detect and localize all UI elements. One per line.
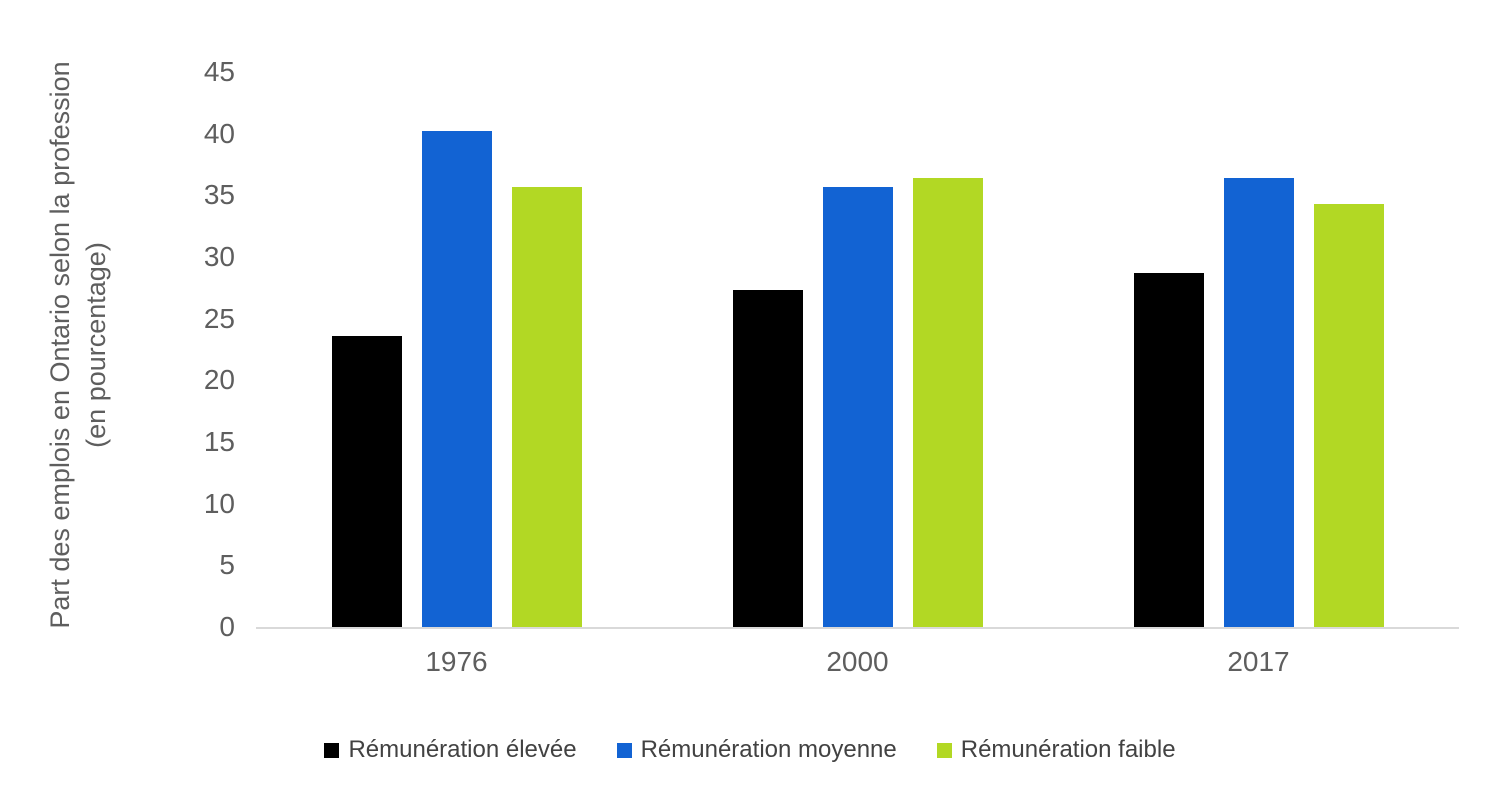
y-axis-title-line1: Part des emplois en Ontario selon la pro… — [45, 61, 75, 629]
y-axis-title: Part des emplois en Ontario selon la pro… — [42, 25, 114, 665]
legend-item: Rémunération faible — [936, 736, 1176, 764]
x-category-label-2000: 2000 — [826, 646, 889, 677]
x-category-label-2017: 2017 — [1227, 646, 1290, 677]
legend-label: Rémunération moyenne — [640, 736, 897, 763]
y-tick-label-20: 20 — [203, 364, 235, 396]
legend: Rémunération élevée Rémunération moyenne R… — [0, 736, 1500, 764]
legend-swatch-icon — [324, 742, 340, 758]
legend-swatch-icon — [936, 742, 952, 758]
y-axis-title-line2: (en pourcentage) — [81, 242, 111, 448]
y-tick-label-0: 0 — [219, 611, 235, 642]
y-tick-label-40: 40 — [203, 117, 235, 149]
bar-group-2017 — [1058, 72, 1459, 627]
plot-area — [256, 72, 1459, 629]
bar — [912, 178, 983, 627]
x-category-label-1976: 1976 — [425, 646, 488, 677]
bar — [511, 186, 582, 627]
y-tick-label-35: 35 — [203, 179, 235, 211]
bar-group-2000 — [657, 72, 1058, 627]
y-tick-label-45: 45 — [203, 56, 235, 87]
y-tick-label-15: 15 — [203, 426, 235, 457]
legend-item: Rémunération moyenne — [616, 736, 897, 764]
legend-swatch-icon — [616, 742, 632, 758]
bar — [1223, 178, 1294, 627]
bar — [331, 335, 402, 627]
bar — [421, 131, 492, 627]
legend-item: Rémunération élevée — [324, 736, 577, 764]
y-tick-label-30: 30 — [203, 241, 235, 272]
legend-label: Rémunération élevée — [348, 736, 577, 763]
y-tick-label-25: 25 — [203, 302, 235, 334]
bar — [1313, 203, 1384, 627]
bar — [732, 290, 803, 627]
bar — [822, 186, 893, 627]
x-axis-category-labels: 1976 2000 2017 — [256, 646, 1459, 678]
y-tick-label-5: 5 — [219, 549, 235, 581]
bar-group-1976 — [256, 72, 657, 627]
bar — [1133, 273, 1204, 627]
legend-label: Rémunération faible — [960, 736, 1176, 763]
y-tick-label-10: 10 — [203, 487, 235, 519]
